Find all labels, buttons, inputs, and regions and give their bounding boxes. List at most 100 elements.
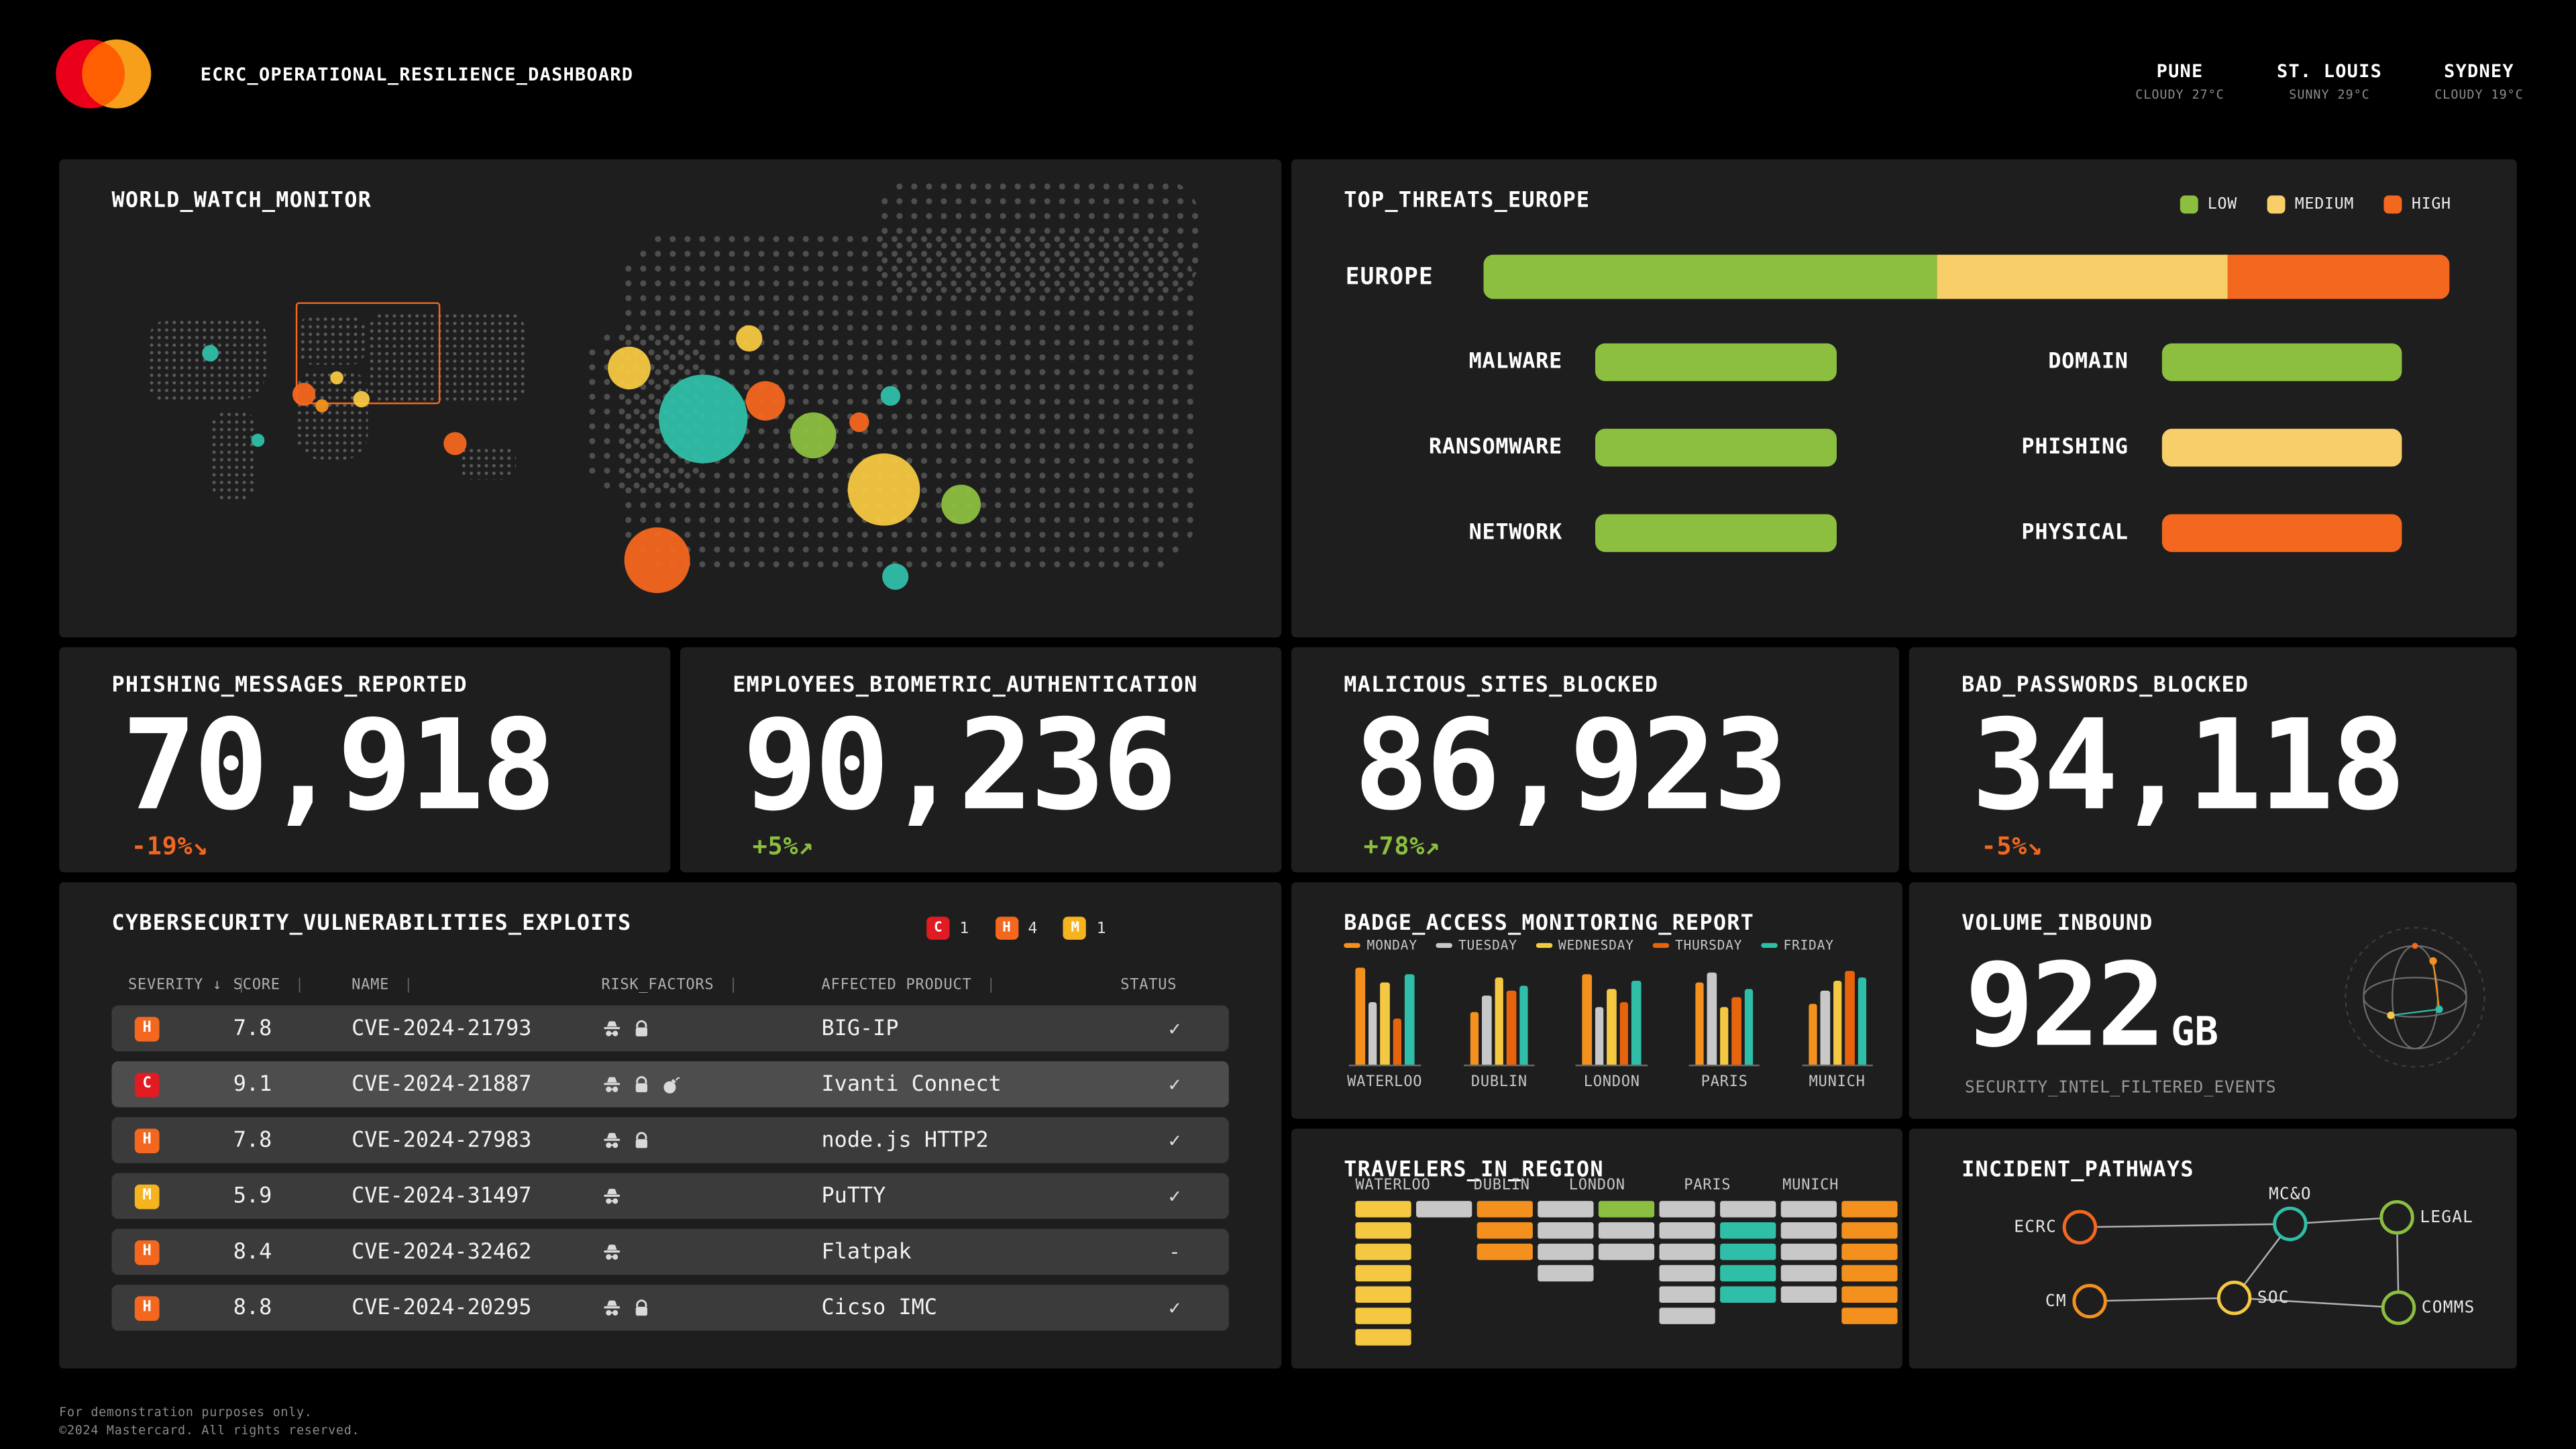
- vuln-status: ✓: [1169, 1016, 1181, 1040]
- threat-row-malware: MALWARE: [1346, 343, 1836, 382]
- severity-summary: C 1 H 4 M 1: [926, 916, 1106, 940]
- incident-bubble: [659, 374, 748, 464]
- kpi-phishing-messages: PHISHING_MESSAGES_REPORTED 70,918 -19%↘: [59, 647, 671, 873]
- day-bar: [1392, 1018, 1402, 1065]
- day-bar: [1595, 1007, 1605, 1065]
- table-row[interactable]: M 5.9 CVE-2024-31497 PuTTY ✓: [111, 1173, 1229, 1220]
- risk-factors: [601, 1297, 821, 1318]
- kpi-delta: -5%↘: [1981, 831, 2043, 861]
- threat-level-segment: [2227, 254, 2450, 299]
- weather-condition: CLOUDY 27°C: [2135, 87, 2224, 102]
- threat-row-phishing: PHISHING: [1911, 429, 2402, 467]
- spy-icon: [601, 1185, 623, 1207]
- legend-item-thursday: THURSDAY: [1652, 938, 1743, 953]
- column-header-name[interactable]: NAME: [352, 977, 601, 993]
- kpi-bad-passwords: BAD_PASSWORDS_BLOCKED 34,118 -5%↘: [1909, 647, 2517, 873]
- traveler-cell: [1659, 1265, 1715, 1282]
- travelers-waffle-chart: [1355, 1201, 1902, 1357]
- travelers-panel: TRAVELERS_IN_REGION WATERLOO DUBLIN LOND…: [1291, 1128, 1902, 1369]
- kpi-delta: +78%↗: [1363, 831, 1440, 861]
- table-row[interactable]: H 8.8 CVE-2024-20295 Cicso IMC ✓: [111, 1285, 1229, 1331]
- kpi-title: BAD_PASSWORDS_BLOCKED: [1962, 674, 2249, 698]
- footer: For demonstration purposes only. ©2024 M…: [59, 1403, 360, 1440]
- day-bar: [1732, 997, 1741, 1065]
- incident-bubble: [251, 433, 265, 447]
- mastercard-logo-icon: [49, 32, 158, 123]
- traveler-cell: [1659, 1243, 1715, 1260]
- pathway-node-label: COMMS: [2422, 1297, 2475, 1317]
- pathway-edge: [2090, 1297, 2235, 1302]
- weather-st-louis: ST. LOUIS SUNNY 29°C: [2277, 61, 2382, 102]
- traveler-cell: [1720, 1286, 1776, 1303]
- vuln-name: CVE-2024-20295: [352, 1295, 532, 1320]
- severity-summary-high: H 4: [995, 916, 1037, 940]
- severity-count: 1: [1096, 919, 1106, 938]
- header: ECRC_OPERATIONAL_RESILIENCE_DASHBOARD PU…: [0, 0, 2576, 148]
- globe-icon: [2339, 922, 2490, 1079]
- threat-grid: MALWARE DOMAIN RANSOMWARE PHISHING NETWO…: [1346, 343, 2402, 552]
- day-bar: [1482, 995, 1492, 1065]
- europe-zoom-map: [584, 178, 1242, 613]
- legend-swatch: [2383, 195, 2402, 214]
- column-header-status[interactable]: STATUS: [1120, 976, 1177, 994]
- affected-product: Ivanti Connect: [821, 1071, 1002, 1097]
- column-header-product[interactable]: AFFECTED PRODUCT: [821, 977, 1120, 993]
- threat-row-physical: PHYSICAL: [1911, 514, 2402, 552]
- weather-city: SYDNEY: [2444, 60, 2514, 83]
- vuln-name: CVE-2024-21793: [352, 1016, 532, 1041]
- severity-count: 1: [959, 919, 969, 938]
- threat-legend: LOW MEDIUM HIGH: [2180, 195, 2451, 214]
- legend-item-low: LOW: [2180, 195, 2237, 214]
- severity-badge: M: [1063, 916, 1087, 940]
- pathway-node-label: CM: [2045, 1291, 2067, 1310]
- mini-map-bubbles: [145, 312, 526, 525]
- column-header-risk-factors[interactable]: RISK_FACTORS: [601, 977, 821, 993]
- table-row[interactable]: H 8.4 CVE-2024-32462 Flatpak -: [111, 1228, 1229, 1275]
- pathway-node-comms: [2381, 1290, 2416, 1326]
- traveler-cell: [1841, 1201, 1898, 1218]
- bar-group: MUNICH: [1801, 965, 1873, 1106]
- city-label: LONDON: [1568, 1177, 1625, 1195]
- legend-swatch: [2267, 195, 2286, 214]
- volume-subtitle: SECURITY_INTEL_FILTERED_EVENTS: [1964, 1079, 2277, 1097]
- severity-badge: H: [995, 916, 1018, 940]
- table-row[interactable]: C 9.1 CVE-2024-21887 Ivanti Connect ✓: [111, 1061, 1229, 1108]
- affected-product: PuTTY: [821, 1183, 886, 1209]
- pathway-node-legal: [2379, 1199, 2414, 1235]
- day-bar: [1857, 977, 1867, 1065]
- day-bar: [1470, 1011, 1479, 1065]
- column-header-severity[interactable]: SEVERITY ↓: [128, 977, 233, 993]
- legend-label: HIGH: [2411, 195, 2451, 214]
- weather-condition: CLOUDY 19°C: [2434, 87, 2524, 102]
- legend-label: MONDAY: [1366, 938, 1417, 953]
- incident-bubble: [941, 484, 981, 525]
- legend-item-tuesday: TUESDAY: [1435, 938, 1517, 953]
- incident-bubble: [315, 399, 329, 413]
- table-row[interactable]: H 7.8 CVE-2024-21793 BIG-IP ✓: [111, 1005, 1229, 1052]
- threat-bar: [2161, 429, 2402, 467]
- traveler-cell: [1841, 1307, 1898, 1324]
- lock-icon: [631, 1018, 652, 1039]
- pathway-edge: [2234, 1297, 2399, 1309]
- table-row[interactable]: H 7.8 CVE-2024-27983 node.js HTTP2 ✓: [111, 1117, 1229, 1163]
- incident-bubble: [608, 346, 651, 390]
- threat-label: MALWARE: [1468, 350, 1562, 375]
- legend-item-friday: FRIDAY: [1760, 938, 1833, 953]
- day-bar: [1832, 981, 1842, 1065]
- kpi-value: 70,918: [121, 692, 556, 838]
- vuln-score: 8.4: [233, 1239, 272, 1265]
- weather-condition: SUNNY 29°C: [2289, 87, 2370, 102]
- traveler-cell: [1659, 1307, 1715, 1324]
- traveler-cell: [1598, 1243, 1655, 1260]
- risk-factors: [601, 1130, 821, 1151]
- legend-dash: [1435, 943, 1452, 949]
- legend-item-monday: MONDAY: [1344, 938, 1417, 953]
- column-header-score[interactable]: SCORE: [233, 977, 352, 993]
- pathway-node-label: MC&O: [2269, 1184, 2312, 1203]
- traveler-cell: [1659, 1222, 1715, 1239]
- panel-title: TOP_THREATS_EUROPE: [1344, 189, 1591, 214]
- affected-product: Flatpak: [821, 1239, 912, 1265]
- severity-badge: H: [134, 1239, 160, 1265]
- legend-item-high: HIGH: [2383, 195, 2451, 214]
- bomb-icon: [660, 1073, 682, 1095]
